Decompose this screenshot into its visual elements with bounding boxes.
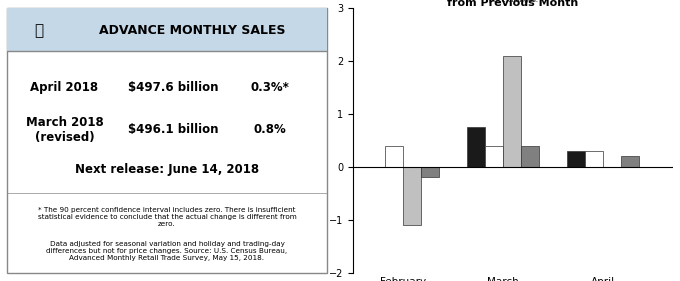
Bar: [421, 167, 439, 178]
Bar: [585, 151, 603, 167]
Text: 🛒: 🛒: [34, 23, 44, 38]
Text: Data adjusted  for seasonal variation  and holiday and trading-day differences b: Data adjusted for seasonal variation and…: [363, 0, 663, 3]
Bar: [385, 146, 403, 167]
Text: Next release: June 14, 2018: Next release: June 14, 2018: [75, 163, 259, 176]
Text: ADVANCE MONTHLY SALES: ADVANCE MONTHLY SALES: [99, 24, 286, 37]
Text: 0.8%: 0.8%: [253, 123, 286, 137]
Bar: [467, 127, 485, 167]
Text: $496.1 billion: $496.1 billion: [128, 123, 219, 137]
Title: Percent Change  in  Retail  and  Food  Services  Sales
from Previous Month: Percent Change in Retail and Food Servic…: [347, 0, 679, 8]
Text: Data adjusted for seasonal variation and holiday and trading-day
differences but: Data adjusted for seasonal variation and…: [46, 241, 288, 261]
Text: * The 90 percent confidence interval includes zero. There is insufficient
statis: * The 90 percent confidence interval inc…: [37, 207, 296, 227]
FancyBboxPatch shape: [7, 8, 327, 273]
FancyBboxPatch shape: [7, 8, 327, 51]
Text: April 2018: April 2018: [31, 81, 99, 94]
Text: March 2018
(revised): March 2018 (revised): [26, 116, 103, 144]
Bar: [403, 167, 421, 225]
Bar: [621, 156, 639, 167]
Bar: [567, 151, 585, 167]
Text: 0.3%*: 0.3%*: [250, 81, 289, 94]
Bar: [521, 146, 539, 167]
Bar: [503, 56, 521, 167]
Bar: [485, 146, 503, 167]
Text: $497.6 billion: $497.6 billion: [128, 81, 219, 94]
